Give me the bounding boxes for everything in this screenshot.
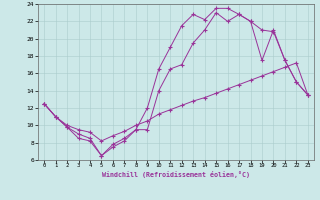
X-axis label: Windchill (Refroidissement éolien,°C): Windchill (Refroidissement éolien,°C) <box>102 171 250 178</box>
